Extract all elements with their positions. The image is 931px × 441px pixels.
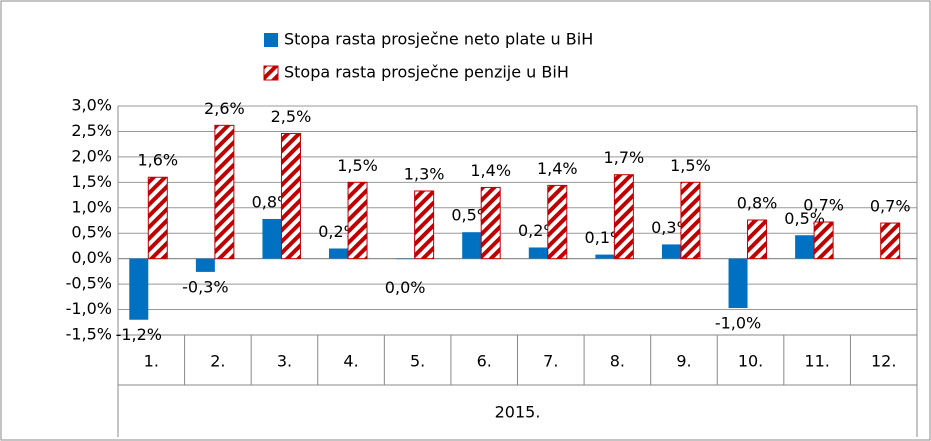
bar [728, 258, 748, 309]
legend-swatch [264, 33, 278, 47]
x-tick-label: 9. [676, 352, 691, 371]
bar [595, 254, 615, 259]
bar [528, 247, 548, 259]
x-tick-label: 10. [738, 352, 763, 371]
data-label: 0,0% [385, 278, 426, 297]
bar [280, 132, 301, 260]
data-label: 1,4% [470, 161, 511, 180]
bar [347, 181, 368, 260]
bar [262, 218, 282, 259]
x-tick-label: 2. [210, 352, 225, 371]
legend-label: Stopa rasta prosječne neto plate u BiH [284, 30, 593, 49]
data-label: 1,5% [670, 156, 711, 175]
data-label: 2,5% [271, 107, 312, 126]
bar [547, 184, 568, 260]
data-label: 0,7% [870, 197, 911, 216]
data-label: -1,2% [116, 325, 162, 344]
y-tick-label: 2,5% [71, 121, 112, 140]
data-label: 1,7% [604, 148, 645, 167]
bar [747, 219, 768, 260]
y-tick-label: 1,0% [71, 197, 112, 216]
x-tick-label: 6. [477, 352, 492, 371]
bar [661, 244, 681, 259]
bar [795, 235, 815, 259]
y-tick-label: 0,5% [71, 223, 112, 242]
x-tick-label: 4. [343, 352, 358, 371]
bar [680, 181, 701, 260]
bar [395, 258, 415, 260]
y-tick-label: 3,0% [71, 96, 112, 115]
legend-swatch [263, 65, 279, 81]
x-tick-label: 8. [610, 352, 625, 371]
data-label: -1,0% [715, 314, 761, 333]
x-tick-label: 5. [410, 352, 425, 371]
data-label: 1,5% [337, 156, 378, 175]
bar [613, 174, 634, 260]
bar [813, 221, 834, 260]
data-label: 0,7% [803, 196, 844, 215]
data-label: 1,4% [537, 159, 578, 178]
bar [214, 124, 235, 260]
bar [480, 186, 501, 260]
y-tick-label: -0,5% [66, 274, 112, 293]
y-tick-label: 1,5% [71, 172, 112, 191]
bar [462, 232, 482, 259]
x-tick-label: 11. [804, 352, 829, 371]
data-label: -0,3% [182, 277, 228, 296]
category-group-label: 2015. [495, 403, 541, 422]
bar [329, 248, 349, 259]
data-label: 1,6% [137, 151, 178, 170]
y-tick-label: 0,0% [71, 248, 112, 267]
bar [147, 176, 168, 260]
bar [195, 258, 215, 272]
y-tick-label: 2,0% [71, 146, 112, 165]
data-label: 1,3% [404, 164, 445, 183]
bar [129, 258, 149, 320]
bar [880, 222, 901, 260]
x-tick-label: 3. [277, 352, 292, 371]
data-label: 2,6% [204, 99, 245, 118]
y-tick-label: -1,0% [66, 299, 112, 318]
legend-label: Stopa rasta prosječne penzije u BiH [284, 63, 569, 82]
data-label: 0,8% [737, 193, 778, 212]
x-tick-label: 7. [543, 352, 558, 371]
x-tick-label: 1. [144, 352, 159, 371]
y-tick-label: -1,5% [66, 325, 112, 344]
x-tick-label: 12. [871, 352, 896, 371]
bar [414, 190, 435, 260]
